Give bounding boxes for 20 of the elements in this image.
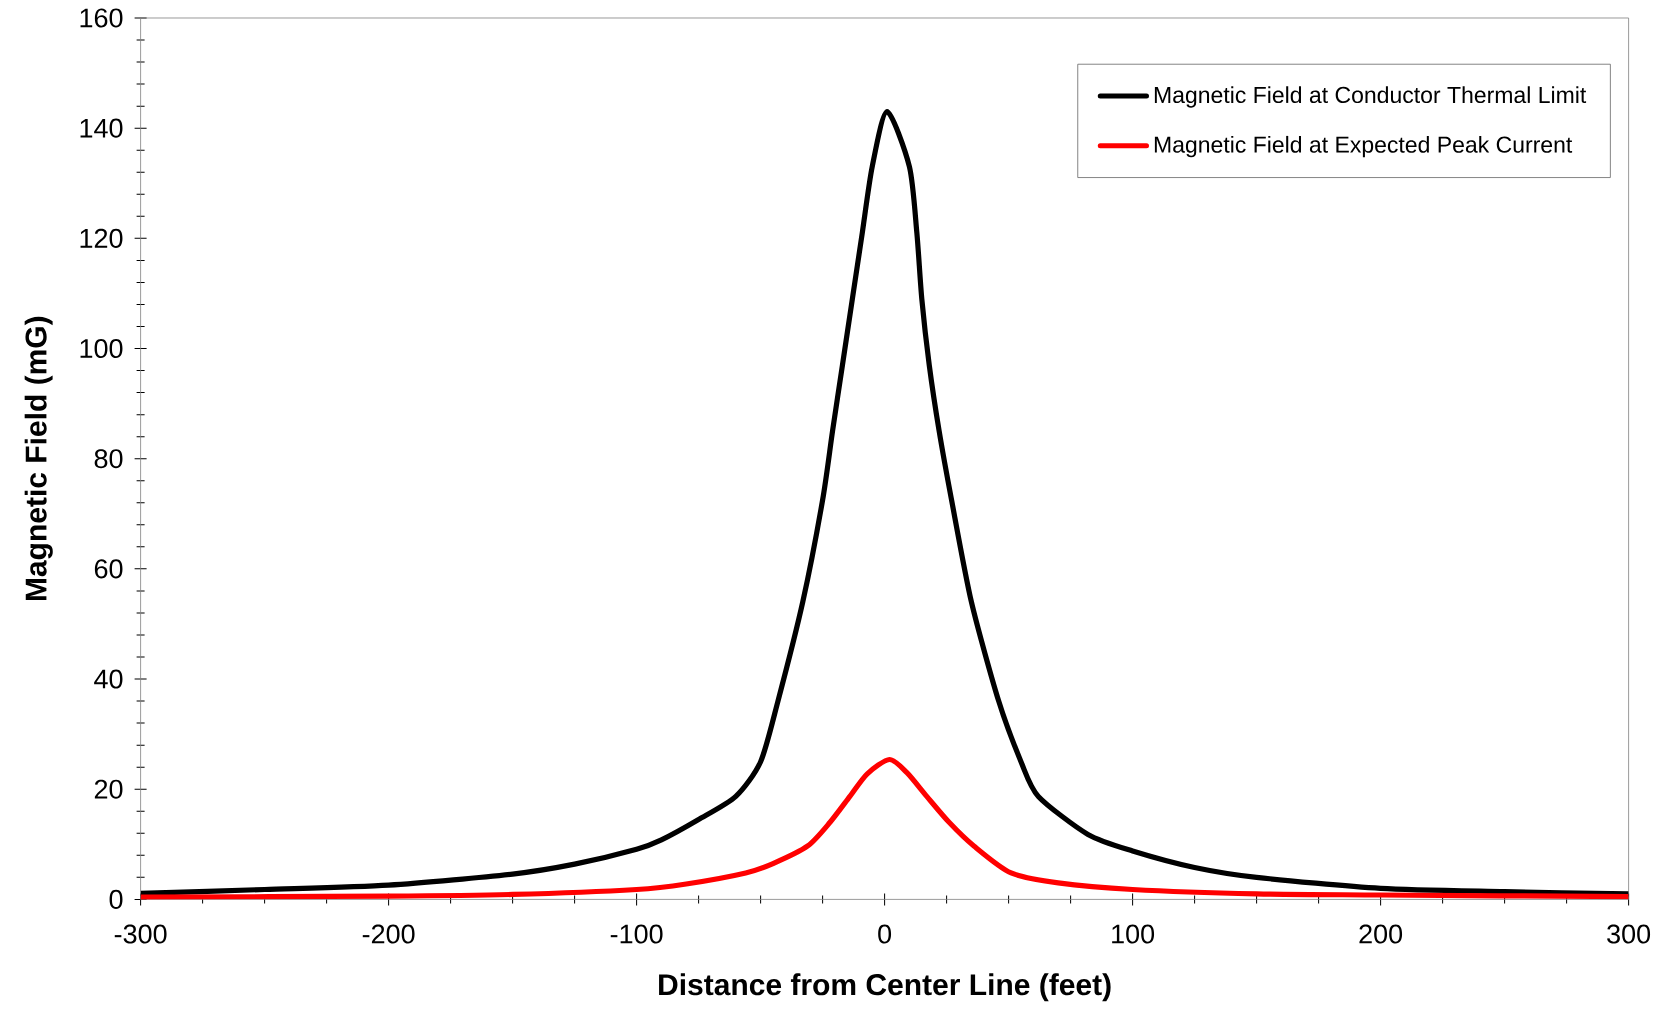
x-tick-label: 300: [1607, 924, 1651, 944]
x-tick-label: -200: [362, 924, 415, 944]
x-tick-label: 0: [878, 924, 892, 944]
y-tick-label: 140: [80, 118, 123, 138]
legend-label: Magnetic Field at Conductor Thermal Limit: [1154, 86, 1587, 108]
x-tick-label: -300: [114, 924, 167, 944]
legend-label: Magnetic Field at Expected Peak Current: [1154, 135, 1573, 158]
x-tick-label: 200: [1359, 924, 1403, 944]
x-axis-title: Distance from Center Line (feet): [659, 973, 1111, 1002]
x-tick-label: 100: [1112, 924, 1155, 944]
y-tick-label: 20: [94, 779, 123, 799]
y-axis-title: Magnetic Field (mG): [24, 316, 53, 601]
y-tick-label: 0: [109, 889, 123, 909]
y-tick-label: 160: [80, 8, 123, 28]
y-tick-label: 80: [94, 449, 123, 469]
y-tick-label: 40: [94, 669, 123, 689]
x-tick-label: -100: [610, 924, 663, 944]
y-tick-label: 100: [80, 338, 123, 359]
y-tick-label: 60: [94, 559, 123, 579]
y-tick-label: 120: [80, 228, 123, 248]
